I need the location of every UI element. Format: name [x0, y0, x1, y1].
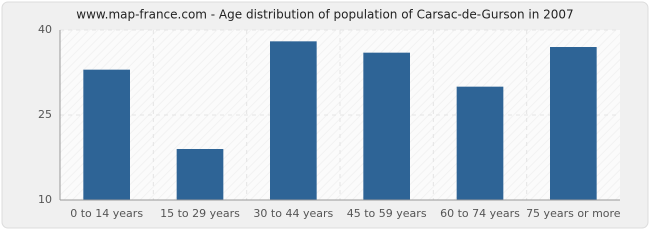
- chart-title: www.map-france.com - Age distribution of…: [76, 8, 573, 22]
- bar: [550, 47, 597, 200]
- y-tick-label: 25: [38, 108, 52, 121]
- y-tick-label: 10: [38, 193, 52, 206]
- bar: [456, 86, 504, 200]
- x-tick-label: 30 to 44 years: [253, 207, 333, 220]
- chart: www.map-france.com - Age distribution of…: [1, 1, 649, 229]
- bar: [176, 149, 224, 200]
- x-tick-label: 45 to 59 years: [347, 207, 427, 220]
- y-tick-label: 40: [38, 23, 52, 36]
- x-tick-label: 60 to 74 years: [440, 207, 520, 220]
- x-tick-label: 75 years or more: [526, 207, 621, 220]
- x-tick-label: 15 to 29 years: [160, 207, 240, 220]
- page: www.map-france.com - Age distribution of…: [0, 0, 650, 230]
- bar: [270, 41, 317, 201]
- bar: [83, 69, 130, 201]
- bar: [363, 52, 410, 200]
- x-tick-label: 0 to 14 years: [70, 207, 143, 220]
